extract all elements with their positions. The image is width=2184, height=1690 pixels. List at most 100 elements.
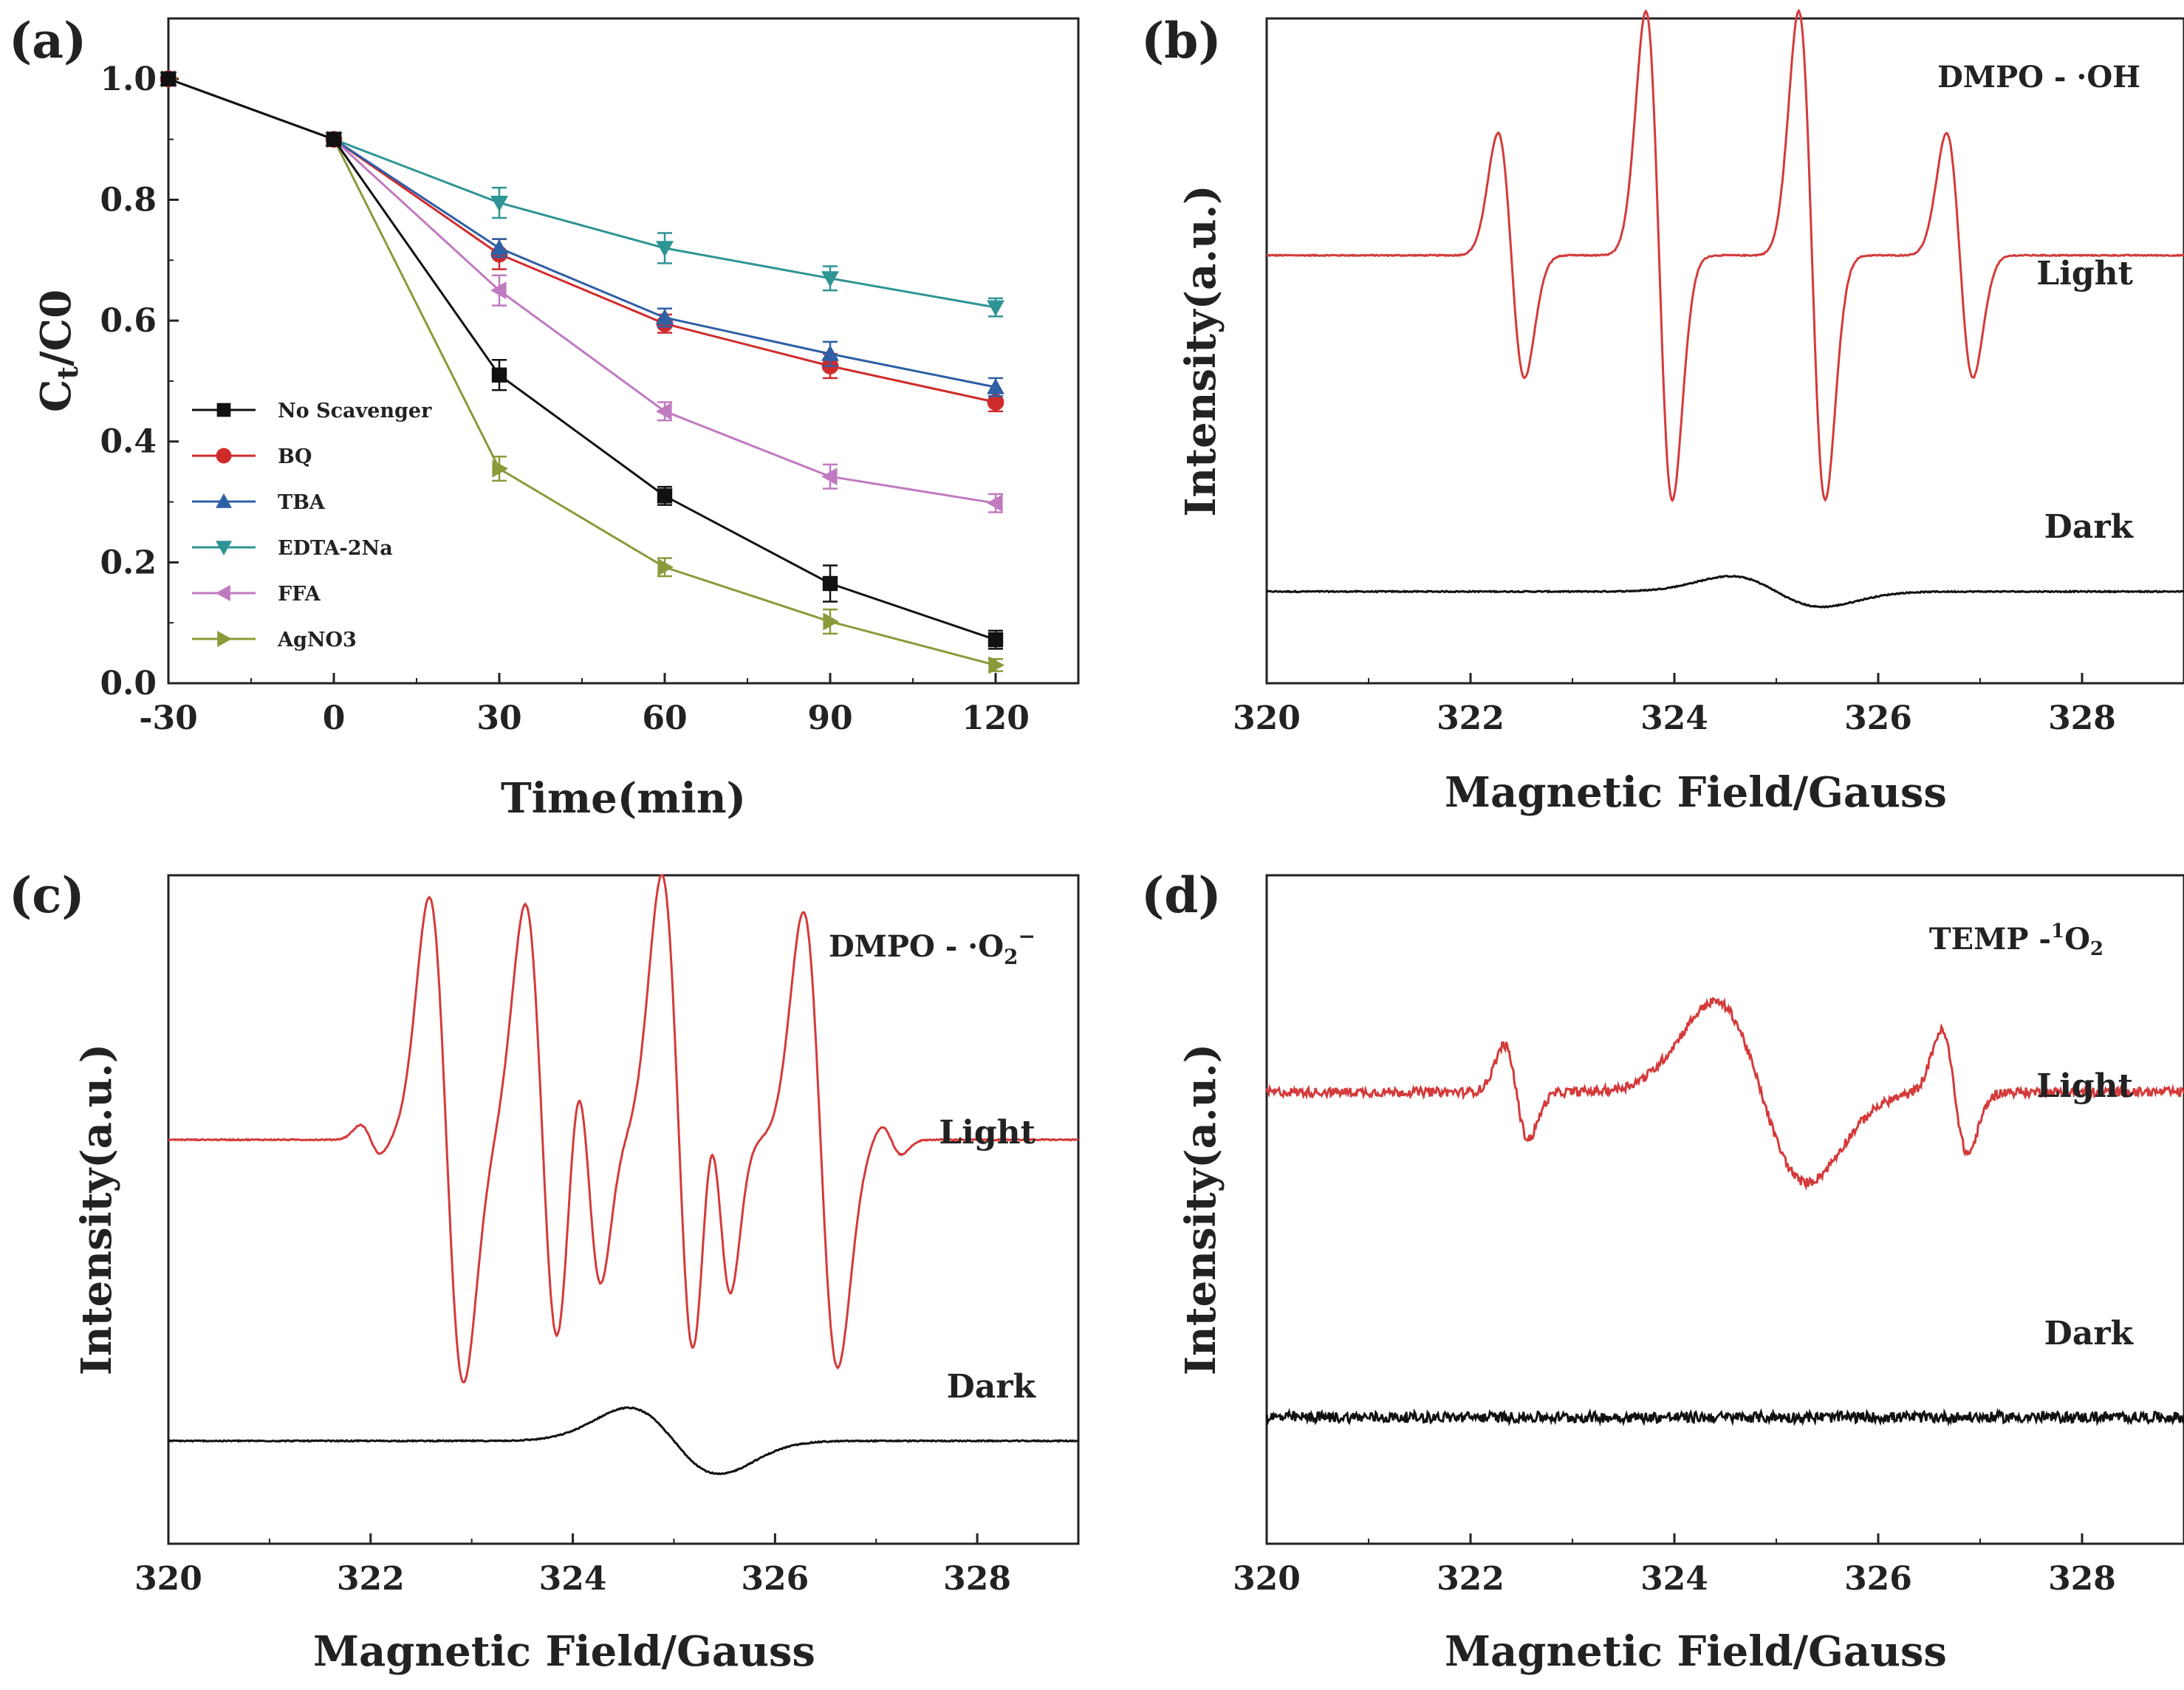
x-tick-label: 326 [741, 1560, 809, 1598]
x-tick-label: -30 [139, 699, 198, 737]
x-tick-label: 324 [1640, 699, 1708, 737]
panel-c-letter: (c) [9, 866, 85, 924]
legend-label: AgNO3 [277, 629, 357, 651]
legend-label: No Scavenger [278, 400, 432, 422]
panel-b-plot-frame [1265, 17, 2184, 685]
x-tick-label: 60 [642, 699, 687, 737]
x-tick-label: 0 [323, 699, 346, 737]
legend-marker [216, 403, 231, 417]
series-line [168, 78, 996, 641]
panel-d-light-trace [1265, 996, 2184, 1191]
panel-d-species-label: TEMP -1O2 [1929, 920, 2103, 960]
x-tick-label: 120 [962, 699, 1030, 737]
legend-marker [216, 448, 232, 464]
series-line [168, 78, 996, 309]
panel-a-y-axis-title: Ct/C0 [32, 290, 84, 412]
x-tick-label: 322 [1437, 699, 1505, 737]
panel-d-letter: (d) [1141, 866, 1222, 924]
panel-b-epr-oh: (b) 320 322 324 326 328 DMPO - ·OH Light Dar… [1141, 8, 2184, 817]
panel-c-epr-superoxide: (c) 320 322 324 326 328 DMPO - ·O2− Light Da… [9, 866, 1080, 1676]
panel-d-plot-frame [1265, 874, 2184, 1545]
legend-marker [216, 541, 232, 555]
y-label-c: C [32, 379, 81, 412]
panel-b-letter: (b) [1141, 12, 1222, 69]
panel-c-x-axis-title: Magnetic Field/Gauss [313, 1627, 815, 1676]
series-line [168, 78, 996, 666]
x-tick-label: 324 [539, 1560, 607, 1598]
data-point [656, 309, 674, 325]
panel-d-light-label: Light [2036, 1067, 2133, 1105]
x-tick-label: 320 [1233, 1560, 1301, 1598]
species-sup: − [1019, 924, 1035, 948]
y-label-sub-0: 0 [32, 290, 81, 318]
species-sub: 2 [1004, 945, 1018, 969]
x-tick-label: 326 [1844, 1560, 1912, 1598]
x-tick-label: 326 [1844, 699, 1912, 737]
panel-d-y-axis-title: Intensity(a.u.) [1177, 1044, 1225, 1375]
y-tick-label: 0.4 [100, 423, 157, 461]
data-point [492, 459, 508, 478]
x-tick-label: 30 [476, 699, 521, 737]
x-tick-label: 320 [134, 1560, 202, 1598]
data-point [987, 300, 1004, 317]
x-tick-label: 328 [2048, 1560, 2116, 1598]
species-main: TEMP - [1929, 922, 2051, 957]
species-tail: O [2064, 922, 2090, 957]
x-tick-label: 320 [1233, 699, 1301, 737]
series-no-scavenger [160, 71, 1004, 650]
y-tick-label: 0.6 [100, 302, 157, 340]
data-point [491, 367, 507, 383]
panel-a-series [160, 69, 1004, 674]
data-point [823, 612, 839, 631]
x-tick-label: 322 [1437, 1560, 1505, 1598]
species-sub: 2 [2090, 938, 2103, 960]
legend-marker [216, 493, 232, 508]
data-point [987, 378, 1004, 394]
data-point [326, 131, 342, 147]
series-line [168, 78, 996, 403]
panel-c-y-axis-title: Intensity(a.u.) [72, 1044, 121, 1375]
panel-a-degradation: (a) -30 0 30 60 90 120 0.0 0.2 0.4 0.6 0.8 1.0 Time… [9, 12, 1080, 823]
legend-marker [217, 631, 232, 647]
data-point [160, 71, 177, 87]
series-tba [160, 69, 1004, 397]
panel-d-dark-trace [1265, 1407, 2184, 1427]
panel-d-axis-ticks: 320 322 324 326 328 [1233, 1533, 2116, 1598]
legend-label: EDTA-2Na [278, 537, 393, 560]
panel-b-dark-trace [1266, 574, 2184, 609]
x-tick-label: 328 [2048, 699, 2116, 737]
species-sup: 1 [2051, 920, 2064, 942]
panel-a-letter: (a) [9, 12, 86, 69]
panel-d-epr-singlet-oxygen: (d) 320 322 324 326 328 TEMP -1O2 Light Dark… [1141, 866, 2184, 1676]
panel-b-x-axis-title: Magnetic Field/Gauss [1445, 768, 1947, 817]
data-point [821, 271, 839, 287]
data-point [656, 241, 674, 257]
series-line [168, 78, 996, 504]
panel-a-axis-ticks: -30 0 30 60 90 120 0.0 0.2 0.4 0.6 0.8 1.0 [100, 61, 1079, 737]
data-point [822, 575, 838, 592]
panel-c-species-label: DMPO - ·O2− [829, 924, 1035, 969]
panel-a-legend: No Scavenger BQ TBA EDTA-2Na FFA AgNO3 [192, 400, 432, 651]
y-tick-label: 1.0 [100, 61, 157, 98]
panel-c-plot-frame [167, 874, 1080, 1545]
data-point [988, 656, 1004, 674]
panel-b-y-axis-title: Intensity(a.u.) [1177, 185, 1225, 516]
panel-b-light-label: Light [2036, 255, 2133, 292]
data-point [656, 402, 672, 420]
data-point [821, 345, 839, 361]
panel-c-axis-ticks: 320 322 324 326 328 [134, 1533, 1011, 1598]
x-tick-label: 328 [943, 1560, 1011, 1598]
data-point [490, 281, 507, 300]
data-point [987, 394, 1004, 411]
data-point [490, 239, 508, 256]
data-point [821, 468, 838, 486]
panel-d-x-axis-title: Magnetic Field/Gauss [1445, 1627, 1947, 1676]
panel-b-species-label: DMPO - ·OH [1937, 60, 2140, 95]
data-point [987, 494, 1003, 513]
panel-a-x-axis-title: Time(min) [501, 774, 746, 823]
species-main: DMPO - ·O [829, 929, 1004, 964]
y-label-mid: /C [32, 318, 81, 366]
legend-label: TBA [278, 491, 326, 514]
data-point [657, 488, 673, 504]
